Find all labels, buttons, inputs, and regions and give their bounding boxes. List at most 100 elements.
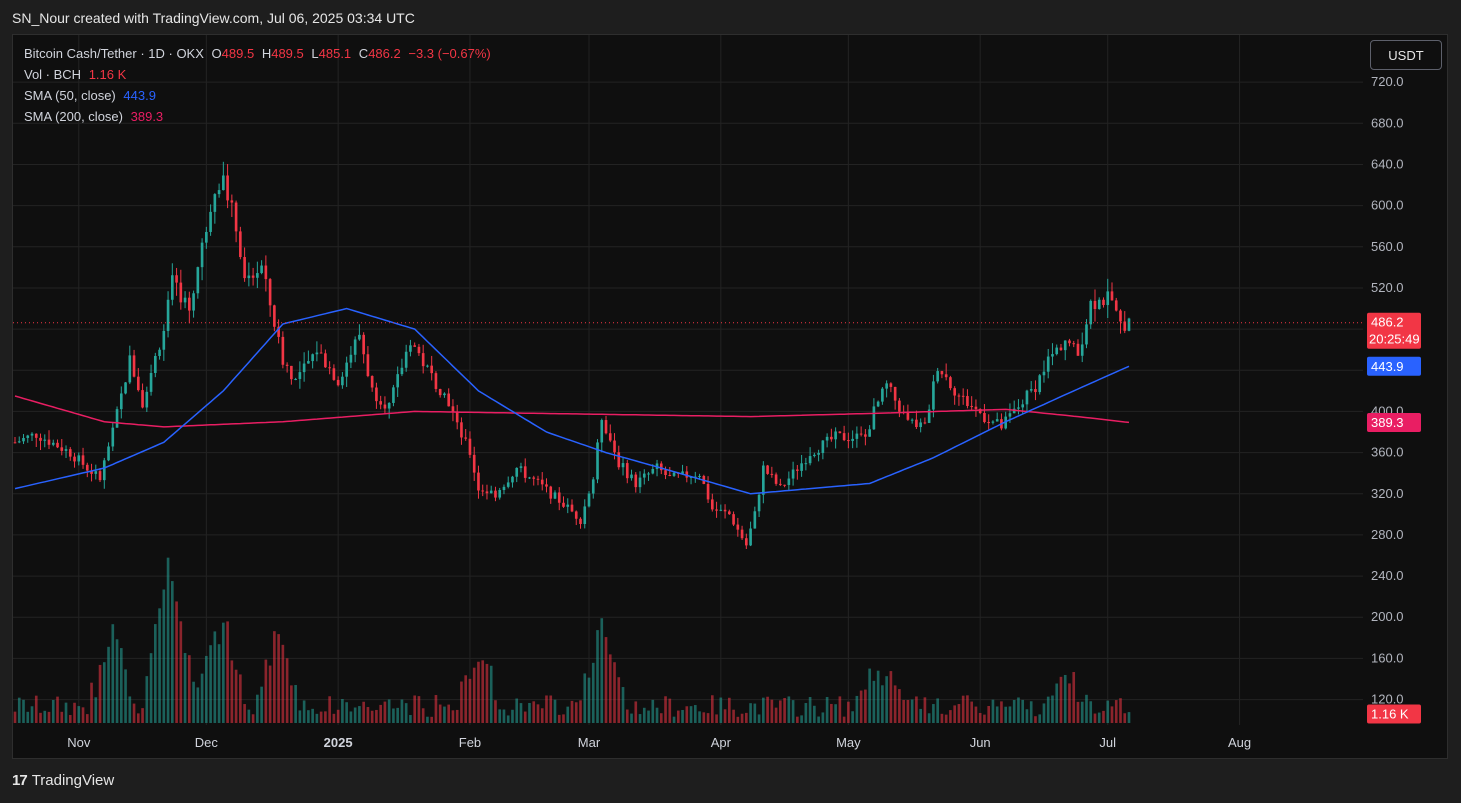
candle-body bbox=[383, 404, 387, 409]
chart-frame[interactable]: 720.0680.0640.0600.0560.0520.0480.0440.0… bbox=[12, 34, 1448, 759]
volume-bar bbox=[970, 701, 973, 723]
candle-body bbox=[511, 476, 514, 483]
volume-bar bbox=[217, 644, 221, 723]
candle-body bbox=[158, 349, 161, 356]
volume-bar bbox=[264, 659, 268, 723]
volume-bar bbox=[1012, 700, 1016, 723]
volume-bar bbox=[944, 714, 948, 723]
candle-body bbox=[736, 524, 740, 530]
price-label-last bbox=[1367, 312, 1421, 349]
candle-body bbox=[553, 492, 557, 499]
candle-body bbox=[392, 387, 395, 403]
candle-body bbox=[387, 402, 391, 409]
y-tick-label: 600.0 bbox=[1371, 198, 1404, 213]
currency-button[interactable]: USDT bbox=[1370, 40, 1442, 70]
candle-body bbox=[893, 386, 897, 401]
candle-body bbox=[434, 373, 438, 389]
volume-bar bbox=[604, 637, 608, 723]
candle-body bbox=[30, 433, 34, 436]
y-tick-label: 560.0 bbox=[1371, 239, 1404, 254]
volume-bar bbox=[978, 712, 982, 723]
candle-body bbox=[966, 396, 969, 407]
candle-body bbox=[723, 509, 727, 512]
price-label-sma50 bbox=[1367, 356, 1421, 376]
volume-bar bbox=[719, 697, 723, 723]
volume-bar bbox=[642, 707, 646, 723]
y-tick-label: 280.0 bbox=[1371, 527, 1404, 542]
candle-body bbox=[128, 355, 132, 383]
candle-body bbox=[923, 422, 927, 424]
candle-body bbox=[1072, 343, 1076, 345]
volume-bar bbox=[353, 707, 357, 723]
candle-body bbox=[698, 475, 701, 477]
legend-sma50-value: 443.9 bbox=[123, 88, 156, 103]
candle-body bbox=[719, 509, 723, 511]
candle-body bbox=[974, 406, 978, 409]
candle-body bbox=[311, 354, 314, 362]
candle-body bbox=[549, 486, 553, 499]
x-tick-label: Dec bbox=[195, 735, 219, 750]
volume-bar bbox=[932, 704, 935, 723]
candle-body bbox=[1127, 318, 1131, 331]
candle-body bbox=[239, 231, 242, 258]
volume-bar bbox=[256, 694, 259, 723]
volume-bar bbox=[881, 685, 884, 723]
volume-bar bbox=[757, 714, 761, 723]
candle-body bbox=[375, 387, 378, 402]
candle-body bbox=[766, 465, 769, 474]
candle-body bbox=[864, 434, 867, 437]
volume-bar bbox=[579, 700, 582, 723]
candle-body bbox=[1063, 340, 1067, 351]
volume-bar bbox=[145, 676, 149, 723]
volume-bar bbox=[34, 695, 38, 723]
candle-body bbox=[39, 437, 42, 441]
volume-bar bbox=[549, 695, 553, 723]
sma50-line bbox=[14, 307, 1130, 495]
candle-body bbox=[1051, 354, 1054, 357]
volume-bar bbox=[149, 653, 153, 723]
volume-bar bbox=[553, 699, 557, 723]
volume-bar bbox=[464, 675, 468, 723]
candle-body bbox=[1059, 347, 1063, 351]
candle-body bbox=[145, 391, 149, 408]
volume-bar bbox=[681, 710, 684, 723]
candle-body bbox=[808, 456, 812, 464]
candle-body bbox=[1034, 389, 1037, 393]
candle-body bbox=[455, 411, 459, 423]
candle-body bbox=[587, 493, 591, 507]
volume-bar bbox=[358, 706, 361, 723]
candle-body bbox=[179, 282, 183, 303]
price-chart[interactable]: 720.0680.0640.0600.0560.0520.0480.0440.0… bbox=[13, 35, 1449, 760]
volume-bar bbox=[838, 696, 842, 723]
volume-bar bbox=[732, 709, 735, 723]
volume-bar bbox=[387, 699, 391, 723]
candle-body bbox=[162, 330, 166, 350]
candle-body bbox=[817, 452, 820, 455]
candle-body bbox=[421, 353, 425, 367]
candle-body bbox=[192, 293, 195, 311]
candle-body bbox=[332, 368, 336, 380]
candle-body bbox=[494, 490, 497, 498]
candle-body bbox=[668, 475, 672, 477]
x-tick-label: Feb bbox=[459, 735, 481, 750]
volume-bar bbox=[817, 716, 820, 723]
volume-bar bbox=[124, 669, 127, 723]
volume-bar bbox=[111, 624, 115, 723]
volume-bar bbox=[1123, 713, 1127, 723]
candle-body bbox=[73, 456, 76, 462]
volume-bar bbox=[851, 711, 854, 723]
volume-bar bbox=[421, 708, 425, 723]
volume-bar bbox=[438, 704, 442, 723]
volume-bar bbox=[13, 711, 17, 723]
volume-bar bbox=[511, 709, 514, 723]
volume-bar bbox=[898, 689, 901, 723]
volume-bar bbox=[617, 677, 621, 723]
tradingview-brand[interactable]: 17 TradingView bbox=[12, 772, 114, 789]
candle-body bbox=[379, 401, 382, 405]
volume-bar bbox=[668, 698, 672, 723]
volume-bar bbox=[468, 678, 472, 723]
volume-bar bbox=[273, 631, 276, 723]
candle-body bbox=[141, 390, 144, 408]
volume-bar bbox=[676, 710, 680, 723]
volume-bar bbox=[847, 701, 850, 723]
